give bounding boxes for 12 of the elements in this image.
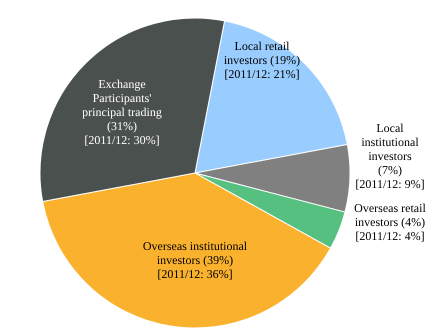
- slice-label: Overseas retail investors (4%): [354, 201, 426, 229]
- text: [2011/12: 30%]: [84, 133, 160, 147]
- slice-label: Local institutional investors: [361, 121, 420, 163]
- data-label: (7%): [378, 163, 402, 177]
- text: [2011/12: 36%]: [157, 267, 233, 281]
- slice-label: Local retail investors (19%): [224, 39, 300, 67]
- text: [2011/12: 9%]: [355, 177, 425, 191]
- text: [2011/12: 4%]: [355, 229, 425, 243]
- slice-label: Overseas institutional investors (39%): [142, 239, 248, 267]
- slice-label: Exchange Participants' principal trading: [82, 77, 162, 119]
- text: [2011/12: 21%]: [224, 67, 300, 81]
- data-label: (31%): [107, 119, 137, 133]
